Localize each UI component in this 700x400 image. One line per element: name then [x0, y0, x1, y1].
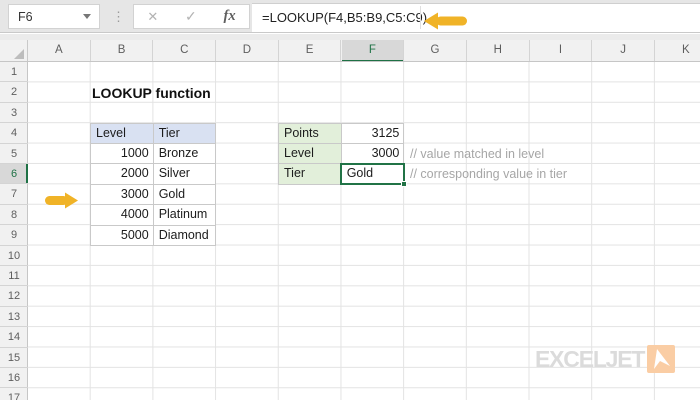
- column-header-j[interactable]: J: [592, 40, 655, 61]
- level-cell[interactable]: 1000: [91, 143, 154, 165]
- row-header-11[interactable]: 11: [0, 266, 28, 287]
- table-row: 4000 Platinum: [91, 205, 217, 226]
- points-label-cell[interactable]: Points: [279, 123, 342, 144]
- column-headers: A B C D E F G H I J K: [0, 40, 700, 62]
- tier-cell[interactable]: Gold: [153, 184, 217, 206]
- row-headers: 1 2 3 4 5 6 7 8 9 10 11 12 13 14 15 16 1…: [0, 62, 28, 400]
- row-header-9[interactable]: 9: [0, 225, 28, 246]
- confirm-icon[interactable]: ✓: [185, 8, 197, 24]
- name-box-value: F6: [18, 9, 33, 24]
- level-header-cell[interactable]: Level: [91, 123, 154, 144]
- column-header-g[interactable]: G: [404, 40, 467, 61]
- column-header-e[interactable]: E: [279, 40, 342, 61]
- level-value-cell[interactable]: 3000: [341, 143, 405, 165]
- row-header-16[interactable]: 16: [0, 368, 28, 389]
- sheet-title-cell[interactable]: LOOKUP function: [92, 85, 211, 101]
- tier-cell[interactable]: Silver: [153, 164, 217, 185]
- table-row: 5000 Diamond: [91, 225, 217, 246]
- column-header-d[interactable]: D: [216, 40, 279, 61]
- toolbar-gap: [0, 34, 700, 40]
- fill-handle[interactable]: [401, 181, 407, 188]
- formula-annotation-arrow-icon: [424, 12, 467, 30]
- name-box-dropdown-icon[interactable]: [83, 14, 91, 19]
- row-header-12[interactable]: 12: [0, 286, 28, 307]
- row-header-1[interactable]: 1: [0, 62, 28, 83]
- row-header-14[interactable]: 14: [0, 327, 28, 348]
- tier-cell[interactable]: Platinum: [153, 205, 217, 226]
- row-header-15[interactable]: 15: [0, 348, 28, 368]
- cancel-icon[interactable]: ✕: [147, 8, 159, 24]
- level-cell[interactable]: 4000: [91, 205, 154, 226]
- lookup-table: Level Tier 1000 Bronze 2000 Silver 3000 …: [90, 122, 217, 246]
- table-row: Level 3000: [279, 143, 405, 165]
- formula-buttons-panel: ✕ ✓ fx: [133, 4, 250, 29]
- column-header-k[interactable]: K: [655, 40, 700, 61]
- tier-cell[interactable]: Diamond: [153, 225, 217, 246]
- row-header-6-selected[interactable]: 6: [0, 164, 28, 185]
- formula-bar: F6 ⋮ ✕ ✓ fx =LOOKUP(F4,B5:B9,C5:C9): [0, 0, 700, 33]
- row-header-2[interactable]: 2: [0, 82, 28, 103]
- select-all-corner[interactable]: [0, 40, 28, 61]
- row-header-5[interactable]: 5: [0, 144, 28, 164]
- column-header-b[interactable]: B: [91, 40, 154, 61]
- exceljet-arrow-icon: [647, 345, 676, 373]
- table-row: Points 3125: [279, 123, 405, 144]
- level-cell[interactable]: 5000: [91, 225, 154, 246]
- row-header-7[interactable]: 7: [0, 184, 28, 205]
- exceljet-logo-text: EXCELJET: [535, 345, 645, 372]
- table-row: Tier Gold: [279, 164, 405, 185]
- comment-tier: // corresponding value in tier: [410, 167, 568, 182]
- table-row: 2000 Silver: [91, 164, 217, 185]
- table-row: 1000 Bronze: [91, 143, 217, 165]
- row-header-8[interactable]: 8: [0, 205, 28, 226]
- more-options-icon: ⋮: [112, 8, 125, 24]
- level-label-cell[interactable]: Level: [279, 143, 342, 165]
- tier-cell[interactable]: Bronze: [153, 143, 217, 165]
- tier-header-cell[interactable]: Tier: [153, 123, 217, 144]
- comment-level: // value matched in level: [410, 147, 545, 161]
- level-cell[interactable]: 2000: [91, 164, 154, 185]
- formula-input[interactable]: =LOOKUP(F4,B5:B9,C5:C9): [262, 10, 428, 25]
- table-row: 3000 Gold: [91, 184, 217, 206]
- tier-label-cell[interactable]: Tier: [279, 164, 342, 185]
- active-cell-selection: [340, 162, 407, 188]
- column-header-i[interactable]: I: [530, 40, 593, 61]
- select-all-icon: [14, 49, 24, 59]
- row-header-17[interactable]: 17: [0, 388, 28, 400]
- column-header-a[interactable]: A: [28, 40, 91, 61]
- row-annotation-arrow-icon: [45, 192, 78, 209]
- insert-function-icon[interactable]: fx: [223, 8, 236, 24]
- formula-bar-background: [252, 3, 700, 32]
- name-box[interactable]: F6: [8, 4, 100, 29]
- row-header-3[interactable]: 3: [0, 103, 28, 124]
- formula-bar-divider: [420, 6, 421, 29]
- column-header-f-selected[interactable]: F: [341, 40, 405, 61]
- table-row: Level Tier: [91, 123, 217, 144]
- row-header-13[interactable]: 13: [0, 307, 28, 328]
- row-header-4[interactable]: 4: [0, 123, 28, 144]
- level-cell[interactable]: 3000: [91, 184, 154, 206]
- exceljet-logo: EXCELJET: [535, 344, 676, 374]
- column-header-h[interactable]: H: [467, 40, 530, 61]
- row-header-10[interactable]: 10: [0, 246, 28, 266]
- column-header-c[interactable]: C: [153, 40, 217, 61]
- points-value-cell[interactable]: 3125: [341, 123, 405, 144]
